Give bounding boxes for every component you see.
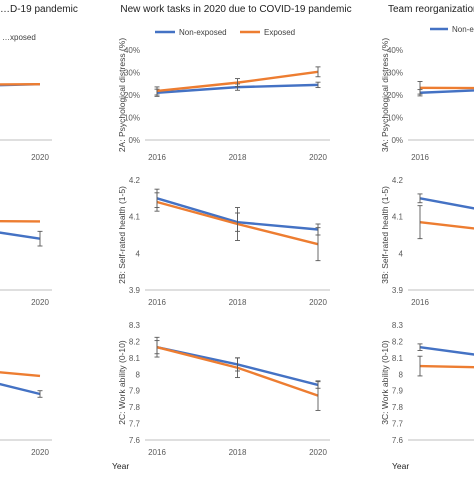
- column-title-1: …D-19 pandemic: [0, 4, 78, 15]
- y-tick-label: 8.2: [129, 337, 141, 346]
- x-tick-label: 2020: [309, 448, 327, 457]
- x-tick-label: 2018: [229, 153, 247, 162]
- y-axis-title: 2C: Work ability (0-10): [117, 340, 127, 425]
- x-tick-label: 2020: [31, 448, 49, 457]
- series-line-non-exposed: [420, 347, 474, 358]
- y-tick-label: 8.2: [392, 337, 404, 346]
- chart-grid: …D-19 pandemic New work tasks in 2020 due…: [0, 4, 474, 471]
- y-tick-label: 8: [136, 370, 141, 379]
- chart-panel-2b: 3.9 4 4.1 4.22B: Self-rated health (1-5) 201…: [117, 176, 330, 307]
- y-tick-label: 4.2: [392, 176, 404, 185]
- x-tick-label: 2016: [148, 448, 166, 457]
- x-tick-label: 2020: [309, 153, 327, 162]
- y-axis-title: 3A: Psychological distress (%): [380, 38, 390, 152]
- chart-panel-1a: 2020 …xposed: [0, 33, 52, 162]
- y-tick-label: 8.1: [392, 354, 404, 363]
- y-tick-label: 7.9: [129, 387, 141, 396]
- x-tick-label: 2018: [229, 448, 247, 457]
- legend-label: Non-ex…: [452, 25, 474, 34]
- x-axis-title: Year: [112, 461, 129, 471]
- series-line-exposed: [420, 366, 474, 368]
- chart-panel-1b: 2020: [0, 221, 52, 307]
- series-line-non-exposed: [0, 376, 40, 394]
- column-title-3: Team reorganization…: [388, 4, 474, 15]
- chart-panel-3b: 3.9 4 4.1 4.23B: Self-rated health (1-5) 201…: [380, 176, 474, 307]
- legend-label: …xposed: [2, 33, 36, 42]
- chart-panel-3a: 0%10%20%30%40%3A: Psychological distress…: [380, 25, 474, 162]
- series-line-non-exposed: [0, 228, 40, 239]
- y-tick-label: 8.3: [129, 321, 141, 330]
- x-tick-label: 2016: [411, 153, 429, 162]
- legend-label: Non-exposed: [179, 28, 227, 37]
- series-line-non-exposed: [420, 89, 474, 92]
- x-axis-title: Year: [392, 461, 409, 471]
- y-tick-label: 8.1: [129, 354, 141, 363]
- y-tick-label: 3.9: [392, 286, 404, 295]
- y-axis-title: 2B: Self-rated health (1-5): [117, 186, 127, 284]
- y-tick-label: 7.7: [392, 420, 404, 429]
- x-tick-label: 2018: [229, 298, 247, 307]
- y-tick-label: 7.7: [129, 420, 141, 429]
- y-tick-label: 7.6: [392, 436, 404, 445]
- x-tick-label: 2016: [411, 298, 429, 307]
- y-tick-label: 8: [399, 370, 404, 379]
- series-line-non-exposed: [420, 198, 474, 213]
- chart-panel-2a: 0%10%20%30%40%2A: Psychological distress…: [117, 28, 330, 162]
- y-tick-label: 4: [399, 249, 404, 258]
- chart-panel-2c: 7.6 7.7 7.8 7.9 8 8.1 8.2 8.3 2C: Work ability (…: [112, 321, 330, 471]
- x-tick-label: 2020: [31, 298, 49, 307]
- y-tick-label: 4.1: [129, 213, 141, 222]
- y-tick-label: 4: [136, 249, 141, 258]
- chart-panel-1c: 2020: [0, 369, 52, 457]
- legend-label: Exposed: [264, 28, 295, 37]
- series-line-exposed: [0, 369, 40, 376]
- y-tick-label: 3.9: [129, 286, 141, 295]
- legend: Non-exposed Exposed: [155, 28, 295, 37]
- y-tick-label: 7.6: [129, 436, 141, 445]
- y-axis-title: 2A: Psychological distress (%): [117, 38, 127, 152]
- y-tick-label: 4.1: [392, 213, 404, 222]
- y-tick-label: 7.9: [392, 387, 404, 396]
- y-tick-label: 4.2: [129, 176, 141, 185]
- x-tick-label: 2016: [148, 298, 166, 307]
- chart-panel-3c: 7.6 7.7 7.8 7.9 8 8.1 8.2 8.3 3C: Work ability (…: [380, 321, 474, 471]
- x-tick-label: 2016: [148, 153, 166, 162]
- y-tick-label: 0%: [391, 136, 403, 145]
- y-tick-label: 8.3: [392, 321, 404, 330]
- x-tick-label: 2020: [309, 298, 327, 307]
- y-tick-label: 7.8: [392, 403, 404, 412]
- x-tick-label: 2020: [31, 153, 49, 162]
- column-title-2: New work tasks in 2020 due to COVID-19 p…: [120, 4, 351, 15]
- y-tick-label: 0%: [128, 136, 140, 145]
- series-line-exposed: [420, 222, 474, 231]
- y-axis-title: 3B: Self-rated health (1-5): [380, 186, 390, 284]
- y-axis-title: 3C: Work ability (0-10): [380, 340, 390, 425]
- y-tick-label: 7.8: [129, 403, 141, 412]
